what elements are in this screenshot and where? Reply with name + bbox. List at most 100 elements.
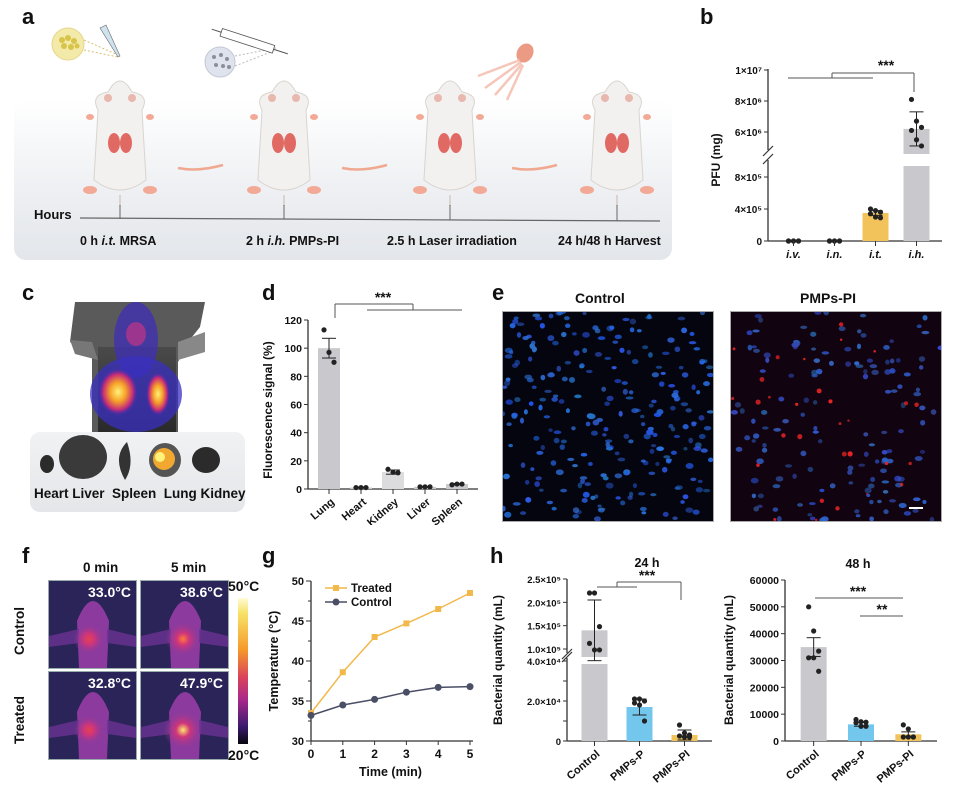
data-point [806,604,812,610]
micrograph-title-pmps-pi: PMPs-PI [800,290,857,306]
y-tick-label: 0 [773,736,779,748]
cell-nucleus [773,427,782,432]
cell-nucleus [762,442,767,448]
pi-signal [839,338,843,342]
y-tick-label: 10000 [750,709,779,721]
cell-nucleus [811,373,818,378]
cell-nucleus [546,500,554,505]
ir-column-0min: 0 min [83,560,119,575]
cell-nucleus [580,478,585,485]
scale-bar [909,507,923,509]
cell-nucleus [503,505,506,512]
data-point [586,640,593,646]
cell-nucleus [868,483,875,489]
y-tick-label: 6×10⁶ [735,128,762,139]
y-tick-label: 20000 [750,682,779,694]
cell-nucleus [552,340,559,346]
pi-signal [819,498,825,503]
cell-nucleus [838,326,846,332]
x-tick-label: i.t. [869,249,882,261]
micrograph-control [502,311,714,522]
cell-nucleus [594,516,601,521]
cell-nucleus [626,349,632,355]
cell-nucleus [812,430,819,434]
data-point [908,127,915,134]
cell-nucleus [691,421,697,427]
data-point [454,481,460,487]
cell-nucleus [520,462,526,468]
ir-temperature-readout: 47.9°C [180,675,223,691]
cell-nucleus [572,513,580,519]
cell-nucleus [656,409,664,415]
cell-nucleus [883,345,890,350]
pi-signal [775,355,780,360]
data-point [811,655,817,661]
significance-label: *** [850,583,867,599]
in-vivo-fluorescence-image [70,302,205,432]
arrow-icon [341,163,388,171]
cell-nucleus [854,509,860,514]
cell-nucleus [568,376,576,383]
cell-nucleus [800,450,807,457]
cell-nucleus [605,439,613,443]
cell-nucleus [874,459,880,464]
cell-nucleus [648,403,654,408]
ir-image-treated-0min: 32.8°C [48,671,137,760]
significance-label: ** [877,601,888,617]
pi-signal [768,395,771,399]
data-point [806,655,812,661]
cell-nucleus [565,408,570,414]
x-tick-label: 4 [435,747,442,761]
cell-nucleus [761,410,768,415]
y-tick-label: 8×10⁶ [735,97,762,108]
cell-nucleus [590,495,596,501]
cell-nucleus [821,351,830,355]
cell-nucleus [612,340,619,344]
cell-nucleus [522,336,529,341]
cell-nucleus [558,399,565,404]
cell-nucleus [655,365,663,369]
axis-break-mark [762,145,774,157]
ex-vivo-organs-panel: Heart Liver Spleen Lung Kidney [30,432,246,512]
y-tick-label: 80 [290,371,302,383]
cell-nucleus [594,352,603,357]
lung-icon [284,133,296,153]
pi-signal [814,518,818,521]
cell-nucleus [579,365,584,369]
cell-nucleus [539,488,544,492]
x-tick-label: Kidney [365,496,401,525]
data-point [631,700,638,706]
pi-signal [841,451,847,457]
data-point [900,734,906,740]
pi-signal [732,347,736,351]
cell-nucleus [646,429,654,436]
cell-nucleus [785,464,793,468]
cell-nucleus [889,499,897,503]
cell-nucleus [587,413,596,420]
cell-nucleus [685,408,692,413]
cell-nucleus [754,314,762,319]
cell-nucleus [778,396,785,402]
cell-nucleus [703,425,712,431]
data-point [385,466,391,472]
cell-nucleus [757,504,763,509]
cell-nucleus [706,410,713,414]
cell-nucleus [636,329,642,333]
cell-nucleus [817,439,823,444]
y-tick-label: 40 [290,428,302,440]
cell-nucleus [854,361,860,366]
cell-nucleus [512,502,521,506]
cell-nucleus [650,443,657,448]
cell-nucleus [579,476,588,480]
cell-nucleus [707,457,713,463]
cell-nucleus [920,419,926,426]
cell-nucleus [775,476,784,482]
cell-nucleus [823,312,829,316]
data-point [877,209,884,215]
chart-title: 24 h [634,556,659,570]
y-tick-label: 2.0×10⁴ [527,697,561,708]
pi-signal [797,434,803,440]
data-point [427,484,433,490]
data-point [836,238,843,244]
cell-nucleus [662,466,668,473]
